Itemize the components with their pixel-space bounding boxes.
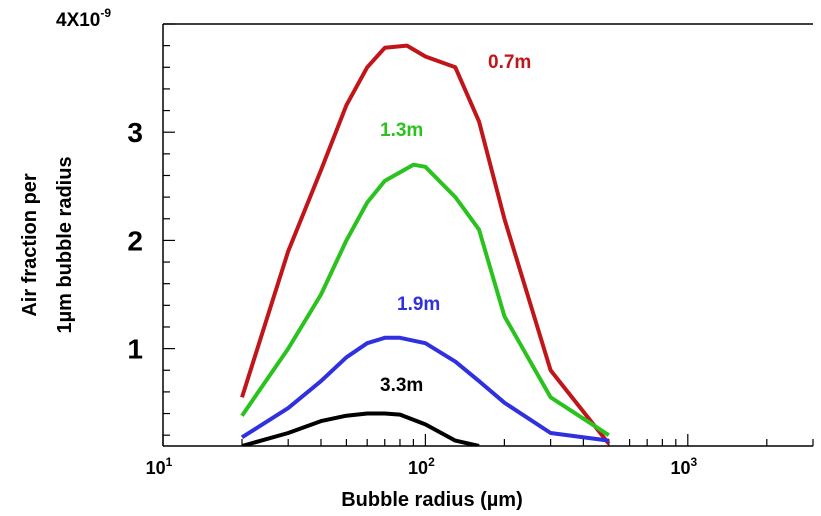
- x-tick-label: 103: [670, 455, 697, 478]
- series-label-0.7m: 0.7m: [488, 52, 531, 73]
- series-line-3.3m: [241, 411, 480, 446]
- y-axis-title-line1: Air fraction per: [19, 173, 41, 317]
- series-label-3.3m: 3.3m: [380, 375, 423, 396]
- y-tick-label: 1: [127, 334, 143, 365]
- plot-axes: [162, 23, 814, 447]
- y-axis-title-line2: 1µm bubble radius: [54, 156, 76, 333]
- x-axis-title: Bubble radius (µm): [341, 489, 523, 511]
- series-label-1.9m: 1.9m: [397, 294, 440, 315]
- labels-layer: 101 102 103 1 2 3 4X10-9 0.7m 1.3m 1.9m 3.3m: [56, 6, 697, 478]
- series-line-1.3m: [240, 162, 610, 437]
- series-label-1.3m: 1.3m: [380, 120, 423, 141]
- series-line-0.7m: [240, 43, 611, 446]
- x-tick-label: 102: [408, 455, 435, 478]
- series-layer: [240, 43, 611, 446]
- y-tick-label: 3: [127, 117, 143, 148]
- y-tick-label: 4X10-9: [56, 6, 111, 31]
- x-tick-label: 101: [146, 455, 173, 478]
- y-tick-label: 2: [127, 225, 143, 256]
- series-line-1.9m: [240, 335, 610, 443]
